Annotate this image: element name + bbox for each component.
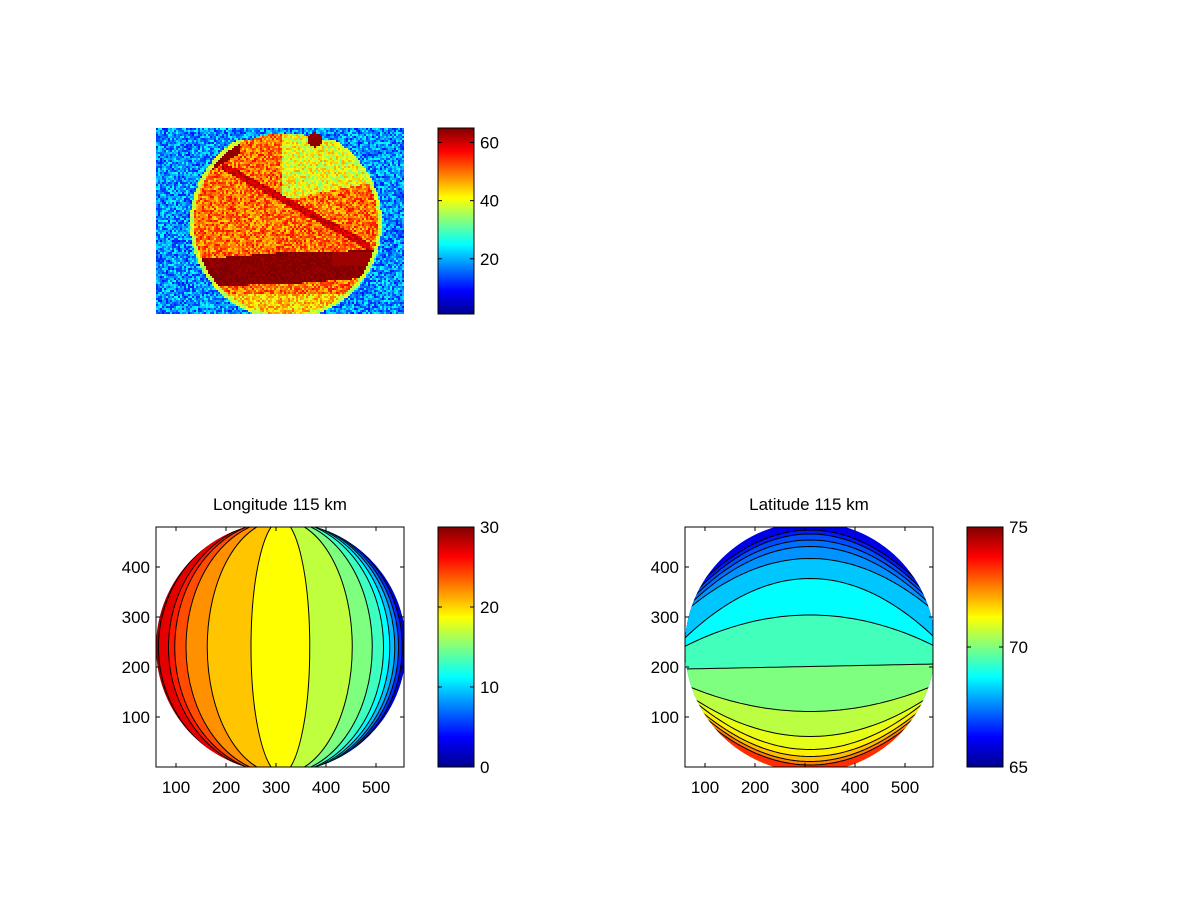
latitude-y-tick-label: 100 [651,708,679,727]
image-colorbar-tick-label: 40 [480,192,499,211]
latitude-contour-line [685,539,933,617]
latitude-colorbar-gradient [966,526,1004,768]
longitude-contour-line [174,527,282,767]
latitude-colorbar: 65 70 75 [966,518,1028,777]
latitude-contour-plot [685,527,933,767]
latitude-axes-box [684,526,934,768]
latitude-y-tick-label: 300 [651,608,679,627]
latitude-contour-line [685,663,933,670]
latitude-contour-line [685,680,933,712]
image-colorbar: 20 40 60 [437,127,499,315]
latitude-colorbar-tick-label: 70 [1009,638,1028,657]
longitude-contour-line [280,527,396,767]
latitude-axes: 100 200 300 400 500 100 200 300 400 [651,526,934,797]
longitude-contour-line [280,527,391,767]
longitude-colorbar-gradient [437,526,475,768]
latitude-x-tick-label: 200 [741,778,769,797]
longitude-contour-line [206,527,282,767]
longitude-contour-line [280,527,399,767]
longitude-y-tick-label: 300 [122,608,150,627]
latitude-y-tick-label: 200 [651,658,679,677]
longitude-x-tick-label: 300 [262,778,290,797]
longitude-contour-line [185,527,282,767]
latitude-colorbar-tick-label: 65 [1009,758,1028,777]
longitude-contour-line [280,527,373,767]
longitude-colorbar-tick-label: 10 [480,678,499,697]
longitude-contour-plot [156,527,404,767]
latitude-x-tick-label: 300 [791,778,819,797]
longitude-x-tick-label: 100 [162,778,190,797]
latitude-contour-line [685,557,933,621]
longitude-contour-line [250,527,282,767]
longitude-contour-line [168,527,282,767]
latitude-contour-line [685,545,933,620]
longitude-x-tick-label: 200 [212,778,240,797]
latitude-x-tick-label: 400 [841,778,869,797]
image-heatmap [156,128,404,314]
image-colorbar-gradient [437,127,475,315]
longitude-x-tick-label: 400 [312,778,340,797]
longitude-axes-box [155,526,405,768]
latitude-contour-line [685,533,933,615]
latitude-contour-line [685,529,933,611]
image-colorbar-tick-label: 20 [480,250,499,269]
longitude-contour-band [281,527,404,767]
longitude-title: Longitude 115 km [213,495,347,514]
latitude-y-tick-label: 400 [651,558,679,577]
latitude-contour-line [685,688,933,763]
latitude-contour-line [685,691,933,766]
longitude-colorbar-tick-label: 20 [480,598,499,617]
longitude-x-tick-label: 500 [362,778,390,797]
longitude-contour-line [280,527,311,767]
longitude-colorbar-tick-label: 30 [480,518,499,537]
longitude-colorbar: 0 10 20 30 [437,518,499,777]
longitude-y-tick-label: 200 [122,658,150,677]
longitude-axes: 100 200 300 400 500 100 200 300 400 [122,526,405,797]
longitude-contour-line [280,527,353,767]
latitude-contour-line [685,683,933,751]
latitude-title: Latitude 115 km [749,495,869,514]
latitude-contour-line [685,577,933,649]
latitude-x-tick-label: 500 [891,778,919,797]
longitude-y-tick-label: 100 [122,708,150,727]
longitude-colorbar-tick-label: 0 [480,758,489,777]
image-colorbar-tick-label: 60 [480,134,499,153]
latitude-colorbar-tick-label: 75 [1009,518,1028,537]
longitude-y-tick-label: 400 [122,558,150,577]
latitude-x-tick-label: 100 [691,778,719,797]
latitude-contour-line [685,614,933,652]
latitude-contour-line [685,685,933,738]
latitude-contour-line [685,686,933,758]
longitude-contour-line [280,527,384,767]
